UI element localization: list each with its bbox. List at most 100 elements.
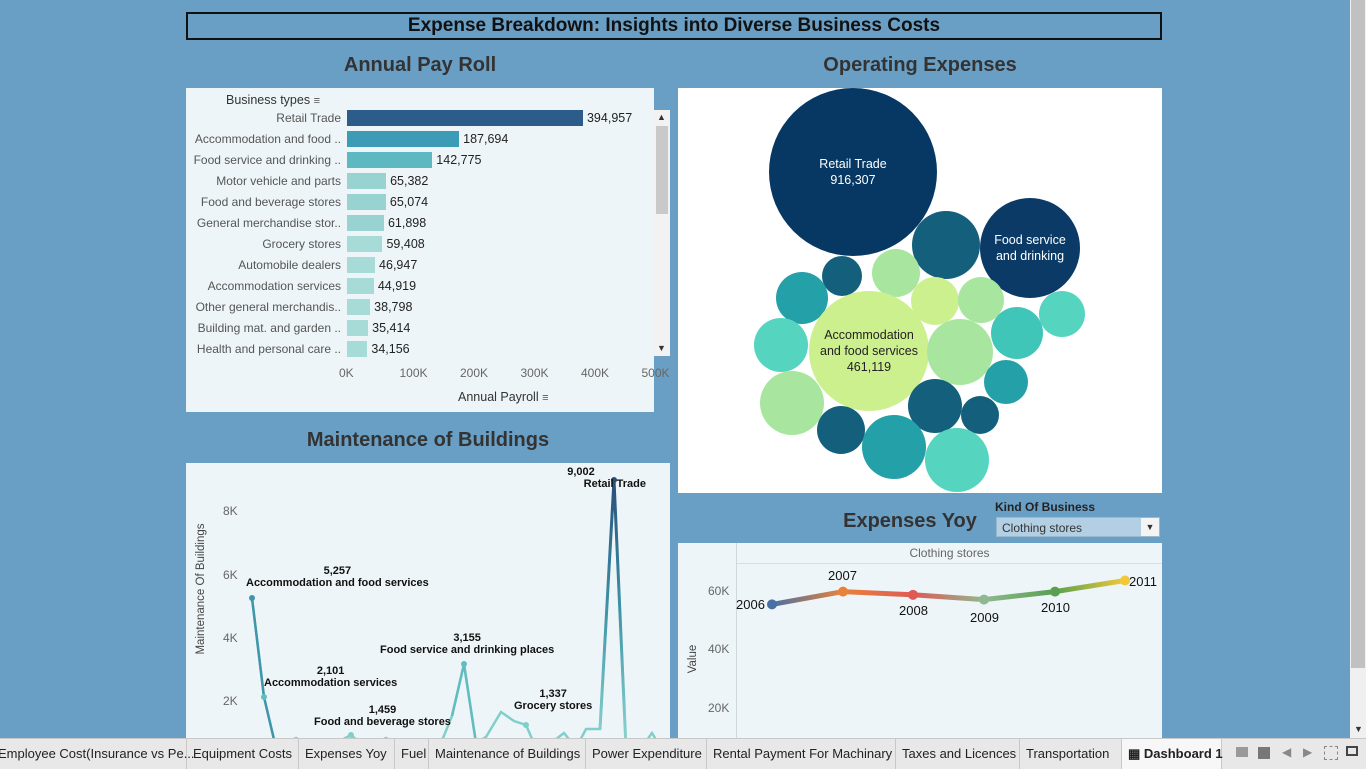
- data-point[interactable]: [611, 477, 617, 483]
- data-point[interactable]: [523, 722, 529, 728]
- yoy-point[interactable]: [908, 589, 918, 600]
- yoy-axis-line: [736, 543, 737, 738]
- annotation-accommodation-services: 2,101 Accommodation services: [264, 665, 397, 689]
- bubble[interactable]: [872, 249, 920, 297]
- y-tick: 20K: [708, 701, 730, 715]
- bubble[interactable]: [984, 360, 1028, 404]
- yoy-point[interactable]: [979, 594, 989, 605]
- scroll-down-icon[interactable]: ▼: [657, 343, 666, 353]
- bar-category-label: Building mat. and garden ..: [197, 321, 341, 335]
- bubble[interactable]: [911, 277, 959, 325]
- fit-screen-icon[interactable]: [1324, 746, 1338, 760]
- x-tick: 200K: [460, 366, 489, 380]
- data-point[interactable]: [461, 661, 467, 667]
- x-tick: 300K: [520, 366, 549, 380]
- bubble[interactable]: [912, 211, 980, 279]
- annual-payroll-label: Annual Payroll: [458, 390, 539, 404]
- business-types-header[interactable]: Business types ≡: [226, 93, 320, 107]
- annotation-accommodation-food: 5,257 Accommodation and food services: [246, 565, 429, 589]
- yoy-series-line[interactable]: [769, 578, 1128, 607]
- maintenance-peak-line[interactable]: [598, 479, 628, 738]
- bubble[interactable]: [991, 307, 1043, 359]
- payroll-bar[interactable]: [347, 194, 386, 210]
- grid-view-icon[interactable]: [1236, 747, 1248, 757]
- bubble[interactable]: [925, 428, 989, 492]
- yoy-point[interactable]: [767, 599, 777, 610]
- bubble[interactable]: [1039, 291, 1085, 337]
- scroll-down-icon[interactable]: ▼: [1354, 724, 1363, 734]
- year-label: 2008: [899, 602, 928, 618]
- bubble[interactable]: [817, 406, 865, 454]
- film-strip-icon[interactable]: [1258, 747, 1270, 759]
- sheet-tab[interactable]: Fuel: [395, 739, 429, 769]
- yoy-point[interactable]: [838, 586, 848, 597]
- window-scroll-thumb[interactable]: [1351, 0, 1365, 668]
- payroll-x-label[interactable]: Annual Payroll ≡: [458, 390, 549, 404]
- annotation-value: 3,155: [453, 632, 481, 644]
- sheet-tab[interactable]: ▦ Dashboard 1: [1122, 739, 1223, 769]
- chevron-down-icon[interactable]: ▼: [1141, 518, 1159, 536]
- bubble[interactable]: [908, 379, 962, 433]
- payroll-bar[interactable]: [347, 131, 460, 147]
- sheet-tab[interactable]: Transportation: [1020, 739, 1122, 769]
- payroll-bar[interactable]: [347, 173, 387, 189]
- sheet-tab[interactable]: Employee Cost(Insurance vs Pe...: [0, 739, 195, 769]
- dashboard-title: Expense Breakdown: Insights into Diverse…: [186, 12, 1162, 40]
- bar-value-label: 44,919: [377, 279, 417, 293]
- data-point[interactable]: [348, 732, 354, 738]
- bubble[interactable]: [760, 371, 824, 435]
- bubble-retail-trade[interactable]: [769, 88, 937, 256]
- payroll-bar[interactable]: [347, 341, 368, 357]
- scroll-up-icon[interactable]: ▲: [657, 112, 666, 122]
- annotation-retail-trade: 9,002 Retail Trade: [526, 466, 646, 490]
- maintenance-food-service-line[interactable]: [450, 663, 477, 738]
- bar-value-label: 38,798: [374, 300, 413, 314]
- bubble[interactable]: [958, 277, 1004, 323]
- bubble[interactable]: [961, 396, 999, 434]
- bar-category-label: Food and beverage stores: [200, 195, 341, 209]
- scroll-thumb[interactable]: [656, 126, 668, 214]
- payroll-bar[interactable]: [347, 257, 376, 273]
- sheet-tab[interactable]: Expenses Yoy: [299, 739, 395, 769]
- payroll-bar[interactable]: [347, 278, 374, 294]
- bubble[interactable]: [862, 415, 926, 479]
- bubble[interactable]: [927, 319, 993, 385]
- payroll-panel: Business types ≡ Retail Trade 394,957 Acco…: [186, 88, 670, 412]
- bubble-label-line: Accommodation: [824, 328, 914, 342]
- payroll-bar[interactable]: [347, 152, 433, 168]
- sheet-tab[interactable]: Maintenance of Buildings: [429, 739, 586, 769]
- payroll-bar[interactable]: [347, 236, 383, 252]
- next-sheet-icon[interactable]: ▶: [1303, 745, 1313, 759]
- payroll-bar[interactable]: [347, 320, 369, 336]
- bubble[interactable]: [776, 272, 828, 324]
- sheet-tab[interactable]: Power Expenditure: [586, 739, 707, 769]
- bar-category-label: Food service and drinking ..: [193, 153, 341, 167]
- yoy-point[interactable]: [1120, 575, 1130, 586]
- payroll-bar[interactable]: [347, 299, 371, 315]
- kind-of-business-dropdown[interactable]: Clothing stores ▼: [996, 517, 1160, 537]
- bubble-accommodation-food[interactable]: [809, 291, 929, 411]
- sort-icon[interactable]: ≡: [542, 392, 549, 404]
- bubble-food-service[interactable]: [980, 198, 1080, 298]
- yoy-point[interactable]: [1050, 586, 1060, 597]
- annotation-label: Food service and drinking places: [380, 644, 555, 656]
- operating-title: Operating Expenses: [823, 54, 1017, 76]
- previous-sheet-icon[interactable]: ◀: [1282, 745, 1292, 759]
- bubble[interactable]: [822, 256, 862, 296]
- annotation-value: 9,002: [567, 466, 595, 478]
- payroll-bar[interactable]: [347, 110, 583, 126]
- sheet-tab[interactable]: Taxes and Licences: [896, 739, 1020, 769]
- data-point[interactable]: [249, 595, 255, 601]
- annotation-food-service: 3,155 Food service and drinking places: [380, 632, 554, 656]
- payroll-scrollbar[interactable]: ▲ ▼: [654, 110, 670, 356]
- window-scrollbar[interactable]: ▼: [1350, 0, 1366, 738]
- sheet-tab[interactable]: Rental Payment For Machinary: [707, 739, 896, 769]
- payroll-bar[interactable]: [347, 215, 384, 231]
- sheet-tab[interactable]: Equipment Costs: [187, 739, 299, 769]
- data-point[interactable]: [261, 694, 267, 700]
- sort-icon[interactable]: ≡: [313, 95, 320, 107]
- presentation-mode-icon[interactable]: [1346, 746, 1358, 756]
- bubble[interactable]: [754, 318, 808, 372]
- bubble-label-retail: Retail Trade 916,307: [783, 156, 923, 188]
- annotation-label: Accommodation services: [264, 677, 398, 689]
